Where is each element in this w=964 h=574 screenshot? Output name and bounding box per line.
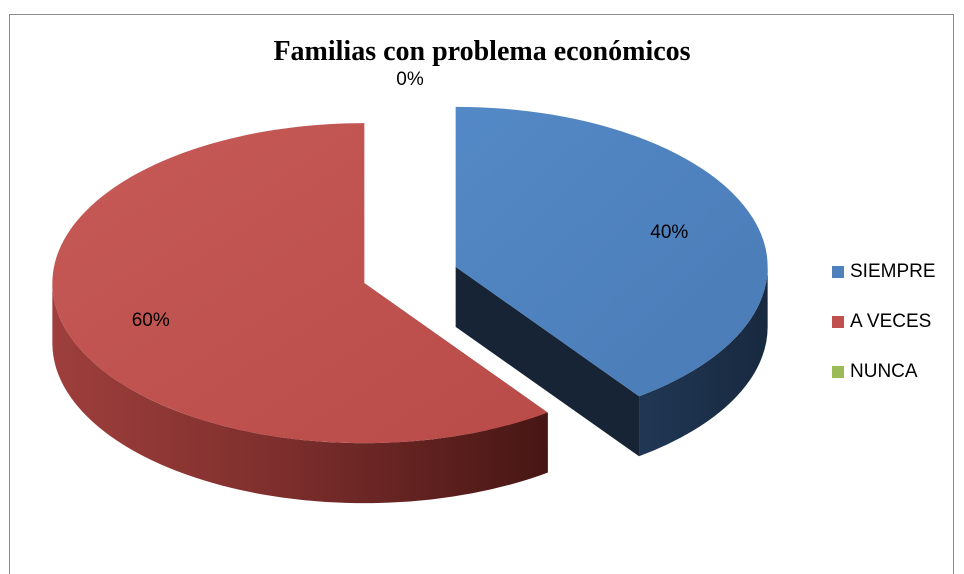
- legend-swatch-siempre: [832, 265, 844, 278]
- legend-item-siempre: SIEMPRE: [832, 260, 936, 283]
- legend-label-siempre: SIEMPRE: [850, 260, 936, 282]
- slice-a-veces: [52, 123, 548, 444]
- data-label-nunca: 0%: [396, 69, 424, 90]
- legend-label-a-veces: A VECES: [850, 310, 932, 332]
- legend-item-a-veces: A VECES: [832, 310, 936, 333]
- legend-swatch-nunca: [832, 365, 844, 378]
- chart-legend: SIEMPRE A VECES NUNCA: [832, 260, 936, 410]
- legend-swatch-a-veces: [832, 315, 844, 328]
- data-label-siempre: 40%: [650, 222, 688, 243]
- legend-item-nunca: NUNCA: [832, 360, 936, 383]
- chart-title: Familias con problema económicos: [273, 36, 691, 67]
- slice-cut-siempre-end: [455, 266, 640, 457]
- slice-side-siempre: [639, 266, 768, 457]
- data-label-a-veces: 60%: [132, 310, 170, 331]
- pie-chart: 40% 60% 0%: [52, 69, 768, 504]
- slice-side-a-veces: [52, 283, 548, 504]
- legend-label-nunca: NUNCA: [850, 360, 918, 382]
- slice-siempre: [455, 106, 768, 397]
